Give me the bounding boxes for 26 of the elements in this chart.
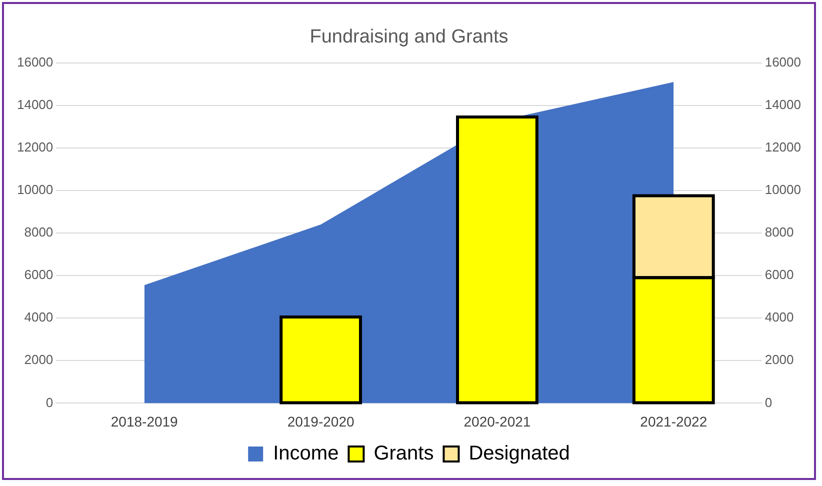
y-tick-label: 4000 (24, 310, 54, 325)
y-tick-label: 2000 (24, 352, 54, 368)
chart-title: Fundraising and Grants (310, 26, 508, 48)
y2-tick-label: 12000 (764, 139, 802, 154)
y-tick-label: 10000 (16, 182, 54, 198)
y-tick-label: 8000 (24, 224, 54, 240)
x-tick-label: 2018-2019 (110, 413, 178, 430)
y-tick-label: 16000 (16, 54, 54, 70)
y-tick-label: 0 (46, 394, 54, 410)
legend-label: Grants (374, 442, 434, 465)
y2-tick-label: 14000 (764, 96, 802, 112)
x-tick-label: 2020-2021 (464, 413, 531, 430)
y2-tick-label: 16000 (764, 54, 802, 70)
y-tick-label: 14000 (16, 96, 54, 112)
y2-tick-label: 8000 (764, 224, 794, 240)
y2-tick-label: 4000 (764, 310, 794, 325)
y2-tick-label: 6000 (764, 267, 794, 282)
x-tick-label: 2019-2020 (287, 413, 354, 430)
y2-tick-label: 0 (764, 394, 772, 410)
y-tick-label: 12000 (16, 139, 54, 154)
y-tick-label: 6000 (24, 267, 54, 282)
y2-tick-label: 10000 (764, 182, 802, 198)
legend-label: Designated (468, 442, 570, 465)
y2-tick-label: 2000 (764, 352, 794, 368)
x-tick-label: 2021-2022 (640, 413, 708, 430)
legend-label: Income (273, 442, 339, 465)
